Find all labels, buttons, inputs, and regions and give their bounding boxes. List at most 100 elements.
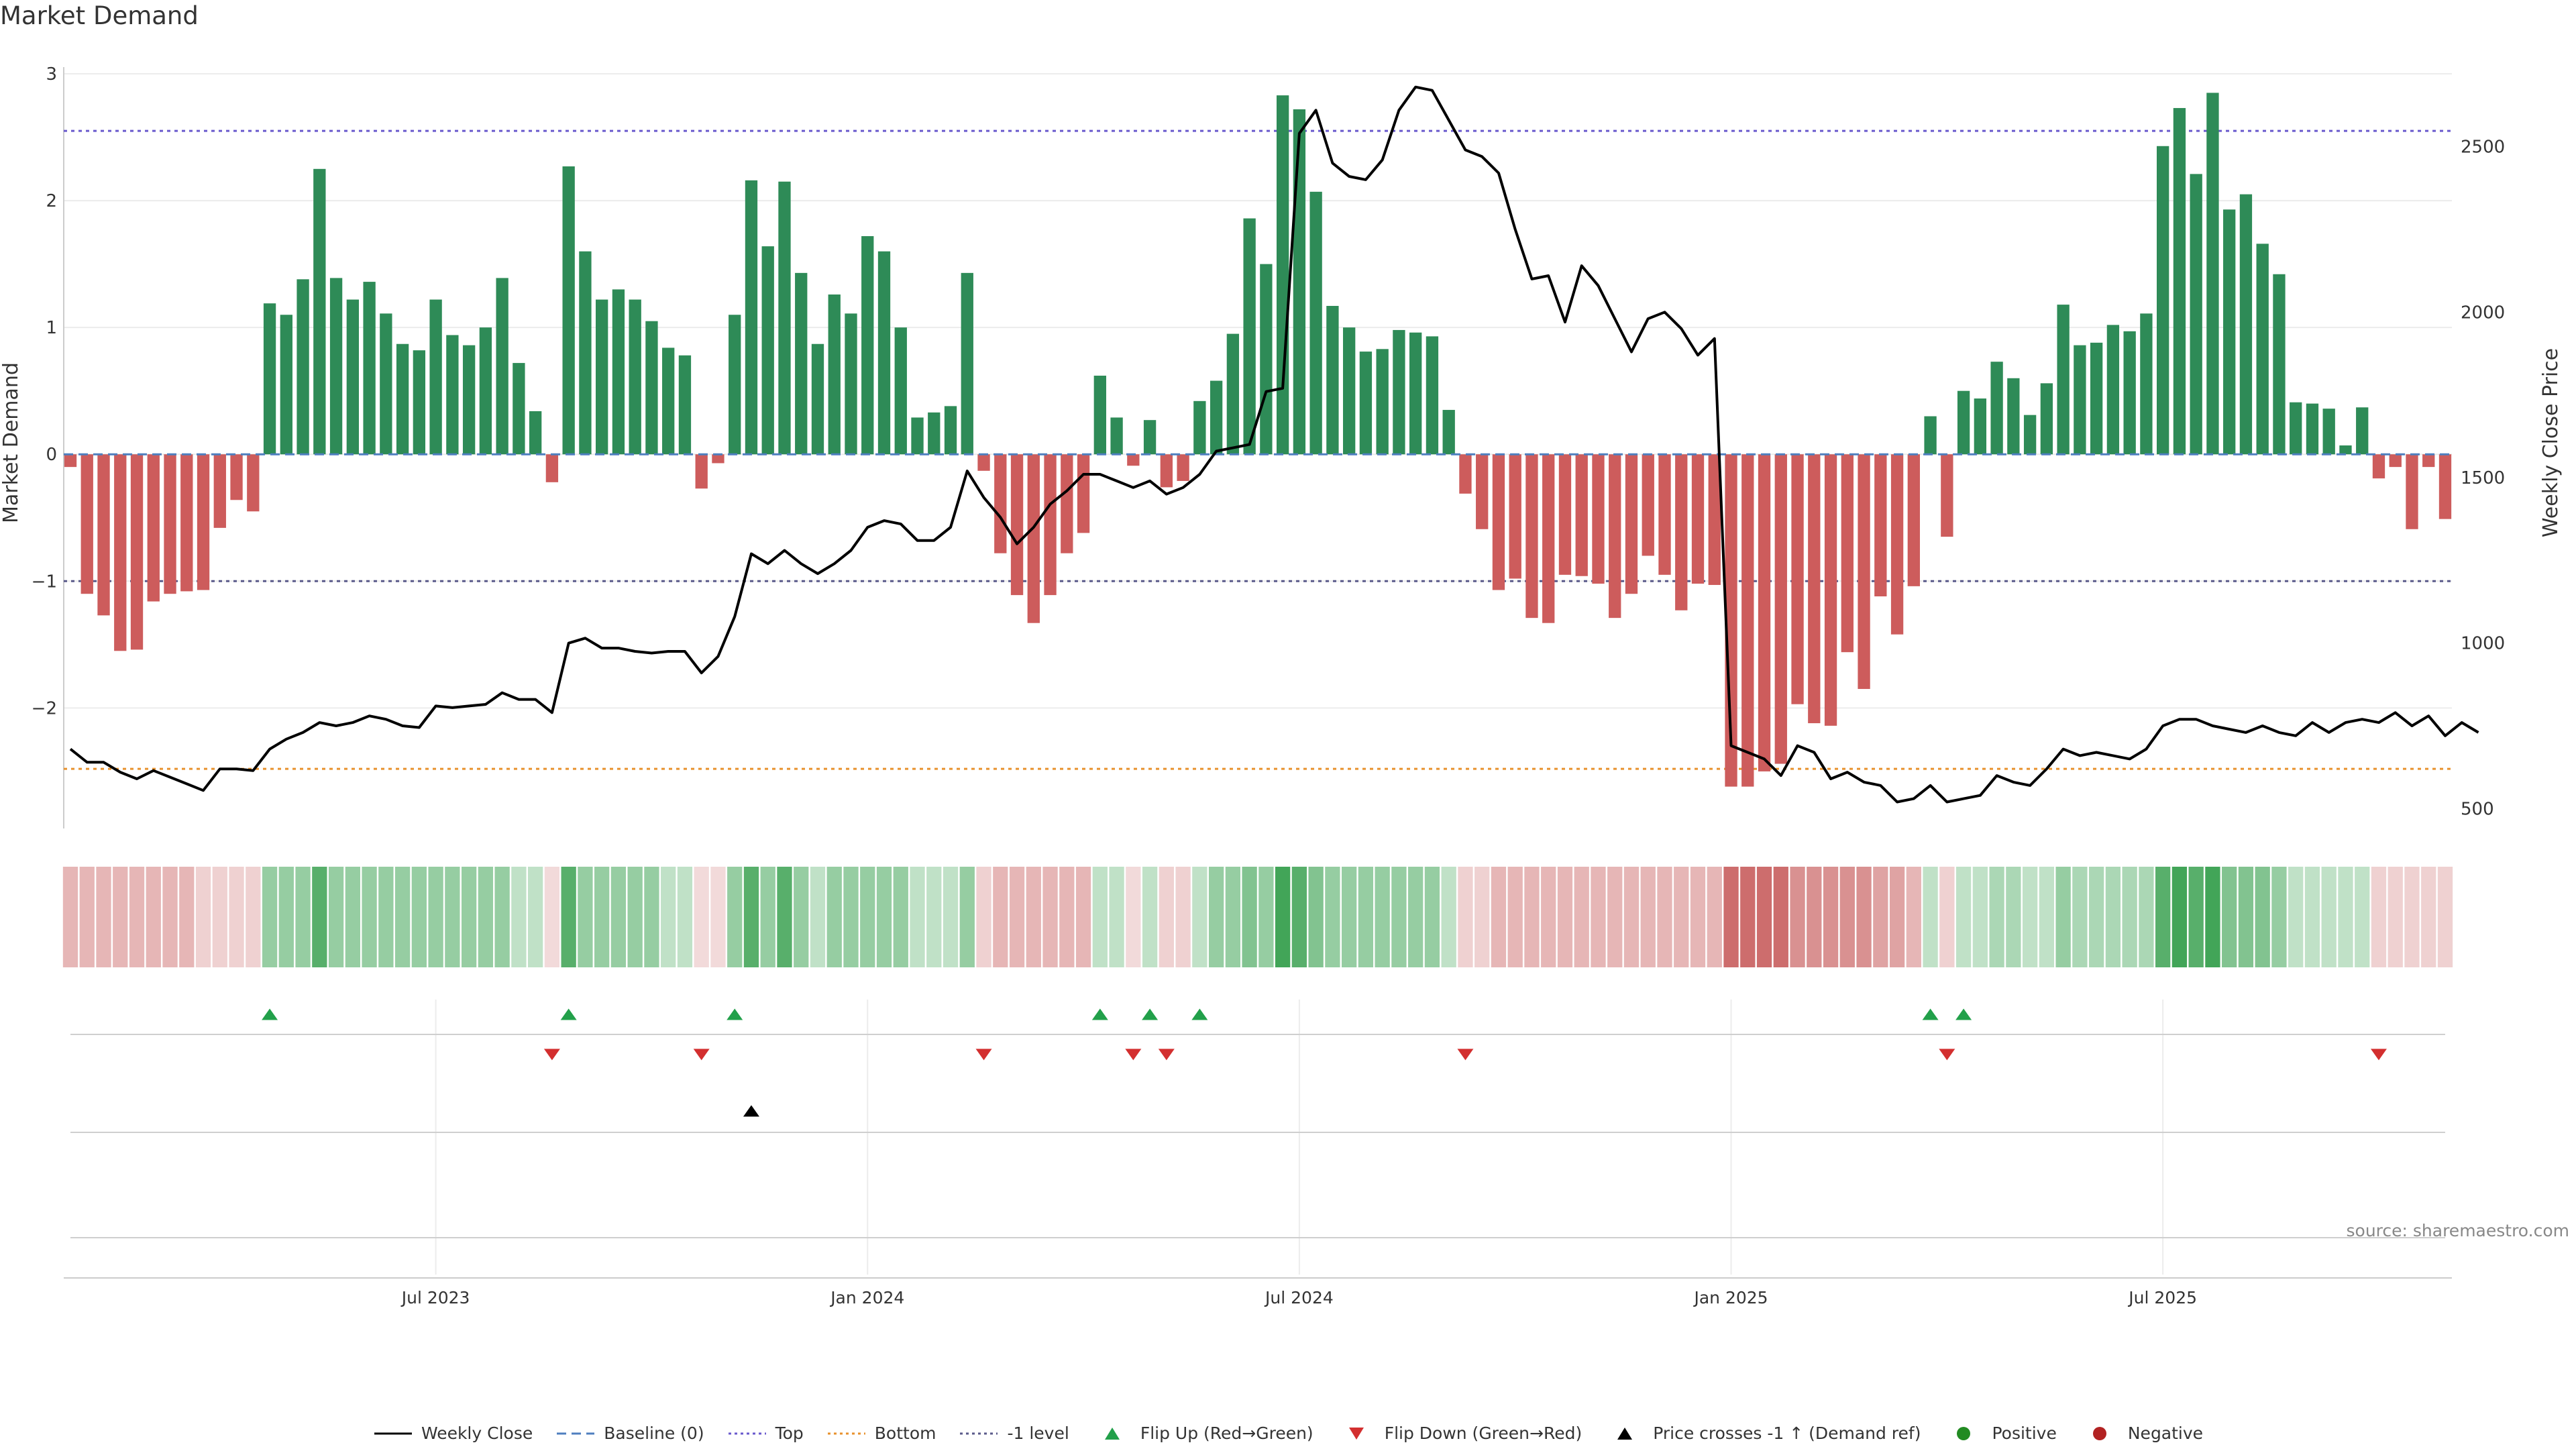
demand-bar xyxy=(1625,454,1638,594)
heat-strip-cell xyxy=(1740,867,1756,967)
demand-bar xyxy=(2406,454,2418,529)
demand-bar xyxy=(1708,454,1721,585)
demand-bar xyxy=(2007,378,2020,455)
heat-strip-cell xyxy=(445,867,460,967)
heat-strip-cell xyxy=(1424,867,1440,967)
legend-item: Bottom xyxy=(826,1424,936,1443)
chart-title: Market Demand xyxy=(0,1,199,30)
heat-strip-cell xyxy=(394,867,411,967)
demand-bar xyxy=(1359,352,1373,455)
demand-bar xyxy=(2389,454,2402,468)
heat-strip-cell xyxy=(777,867,792,967)
heat-strip-cell xyxy=(810,867,826,967)
flip-up-marker xyxy=(727,1008,743,1020)
demand-bar xyxy=(1592,454,1605,584)
demand-heat-strip xyxy=(62,867,2453,967)
heat-strip-cell xyxy=(179,867,195,967)
demand-bar xyxy=(1558,454,1572,575)
heat-strip-cell xyxy=(146,867,161,967)
heat-strip-cell xyxy=(926,867,942,967)
y-axis-label-left: Market Demand xyxy=(0,362,23,523)
heat-strip-cell xyxy=(2271,867,2287,967)
heat-strip-cell xyxy=(2055,867,2071,967)
demand-bar xyxy=(1093,376,1106,455)
demand-bar xyxy=(346,299,359,455)
legend-label: Top xyxy=(775,1424,804,1443)
legend: Weekly Close Baseline (0) Top Bottom -1 leve… xyxy=(0,1424,2576,1443)
y-tick-label-right: 1000 xyxy=(2461,634,2505,654)
heat-strip-cell xyxy=(2139,867,2154,967)
heat-strip-cell xyxy=(79,867,95,967)
demand-bar xyxy=(1426,336,1439,455)
heat-strip-cell xyxy=(1873,867,1888,967)
heat-strip-cell xyxy=(1192,867,1208,967)
heat-strip-cell xyxy=(511,867,527,967)
heat-strip-cell xyxy=(1126,867,1141,967)
demand-bar xyxy=(695,454,708,489)
legend-label: Baseline (0) xyxy=(604,1424,704,1443)
x-tick-label: Jan 2024 xyxy=(829,1288,904,1307)
demand-bar xyxy=(2206,93,2219,455)
demand-bar xyxy=(1890,454,1904,635)
demand-bar xyxy=(861,236,874,455)
heat-strip-cell xyxy=(1242,867,1257,967)
flip-down-marker xyxy=(1457,1049,1474,1061)
demand-bar xyxy=(230,454,243,500)
demand-bar xyxy=(1774,454,1787,764)
demand-bar xyxy=(1741,454,1754,787)
demand-bar xyxy=(1542,454,1555,623)
demand-bar xyxy=(114,454,127,651)
heat-strip-cell xyxy=(2006,867,2021,967)
demand-bar xyxy=(2438,454,2452,519)
demand-bar xyxy=(1260,264,1273,455)
legend-swatch xyxy=(728,1432,766,1434)
heat-strip-cell xyxy=(1773,867,1788,967)
demand-bar xyxy=(1010,454,1024,596)
demand-bar xyxy=(1459,454,1472,494)
demand-bar xyxy=(1575,454,1588,576)
demand-bar xyxy=(2140,313,2153,455)
heat-strip-cell xyxy=(2039,867,2055,967)
demand-bar xyxy=(1658,454,1671,575)
demand-bar xyxy=(645,321,658,455)
demand-bar xyxy=(1974,398,1987,455)
demand-bar xyxy=(2273,274,2286,455)
demand-bar xyxy=(2040,383,2053,455)
heat-strip-cell xyxy=(1640,867,1656,967)
demand-bar xyxy=(1691,454,1705,584)
heat-strip-cell xyxy=(843,867,859,967)
heat-strip-cell xyxy=(1955,867,1972,967)
heat-strip-cell xyxy=(1939,867,1955,967)
heat-strip-cell xyxy=(2371,867,2387,967)
demand-bar xyxy=(2223,209,2236,455)
demand-bar xyxy=(612,289,625,455)
legend-item: Negative xyxy=(2080,1424,2203,1443)
demand-bar xyxy=(977,454,990,471)
demand-bar xyxy=(1044,454,1057,596)
demand-bar xyxy=(678,355,692,455)
legend-item: Flip Down (Green→Red) xyxy=(1336,1424,1582,1443)
flip-down-marker xyxy=(2370,1049,2387,1061)
heat-strip-cell xyxy=(826,867,842,967)
heat-strip-cell xyxy=(1856,867,1872,967)
heat-strip-cell xyxy=(943,867,959,967)
heat-strip-cell xyxy=(1026,867,1041,967)
heat-strip-cell xyxy=(1889,867,1905,967)
heat-strip-cell xyxy=(2205,867,2220,967)
demand-bar xyxy=(413,350,426,455)
demand-bar xyxy=(994,454,1007,553)
heat-strip-cell xyxy=(1674,867,1689,967)
legend-swatch xyxy=(557,1432,595,1434)
demand-bar xyxy=(2422,454,2435,468)
demand-bar xyxy=(1758,454,1771,771)
demand-bar xyxy=(961,272,973,455)
heat-strip-cell xyxy=(2188,867,2204,967)
demand-bar xyxy=(2306,403,2319,455)
legend-item: -1 level xyxy=(959,1424,1069,1443)
demand-bar xyxy=(877,251,891,455)
demand-bar xyxy=(1027,454,1040,623)
flip-up-marker xyxy=(560,1008,577,1020)
heat-strip-cell xyxy=(1591,867,1606,967)
heat-strip-cell xyxy=(494,867,510,967)
